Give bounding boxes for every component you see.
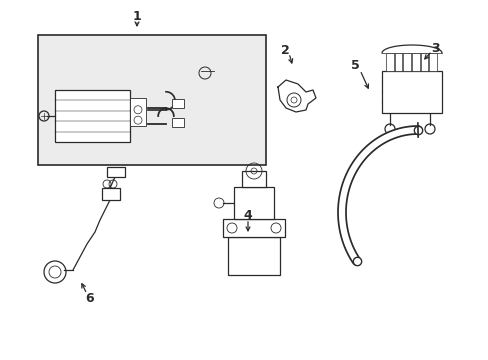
Bar — [130, 98, 146, 126]
Text: 3: 3 — [431, 41, 439, 54]
Bar — [38, 35, 265, 165]
Bar — [172, 99, 183, 108]
Bar — [102, 188, 120, 200]
Bar — [55, 90, 130, 142]
Bar — [403, 53, 410, 71]
Bar — [394, 53, 402, 71]
Bar — [411, 53, 419, 71]
Bar — [385, 53, 393, 71]
Bar — [227, 237, 280, 275]
Bar — [420, 53, 427, 71]
Bar — [428, 53, 436, 71]
Text: 4: 4 — [243, 208, 252, 221]
Bar — [107, 167, 125, 177]
Text: 1: 1 — [132, 9, 141, 23]
Text: 5: 5 — [350, 59, 359, 72]
Bar — [234, 187, 273, 219]
Bar — [223, 219, 285, 237]
Text: 2: 2 — [280, 44, 289, 57]
Bar — [381, 71, 441, 113]
Bar — [242, 171, 265, 187]
Text: 6: 6 — [85, 292, 94, 305]
Bar — [172, 118, 183, 127]
